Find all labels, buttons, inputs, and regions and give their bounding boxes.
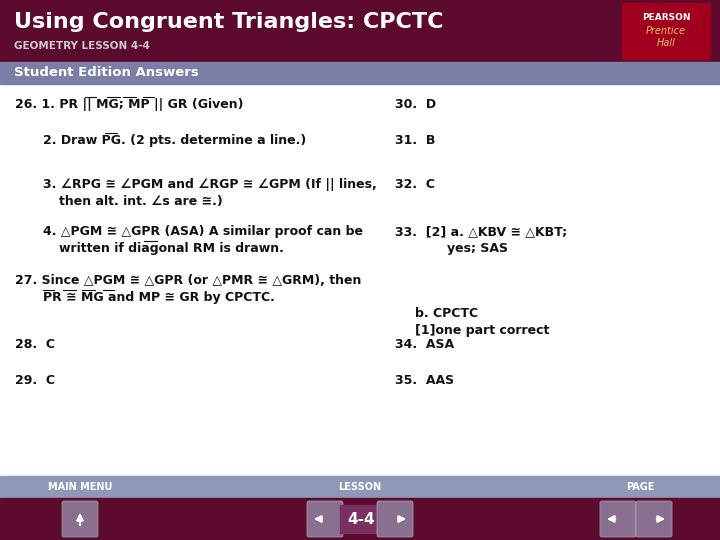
Text: 35.  AAS: 35. AAS — [395, 374, 454, 387]
FancyBboxPatch shape — [600, 501, 636, 537]
Text: PAGE: PAGE — [626, 482, 654, 492]
Bar — [0, 476, 720, 498]
Bar — [0, 84, 720, 476]
Bar — [0, 62, 720, 84]
Text: MAIN MENU: MAIN MENU — [48, 482, 112, 492]
Bar — [0, 0, 720, 62]
Text: Student Edition Answers: Student Edition Answers — [14, 66, 199, 79]
Text: 31.  B: 31. B — [395, 134, 436, 147]
FancyBboxPatch shape — [377, 501, 413, 537]
Text: 28.  C: 28. C — [15, 338, 55, 351]
Bar — [622, 3, 710, 59]
Text: 29.  C: 29. C — [15, 374, 55, 387]
Text: yes; SAS: yes; SAS — [447, 242, 508, 255]
Text: 4. △PGM ≅ △GPR (ASA) A similar proof can be: 4. △PGM ≅ △GPR (ASA) A similar proof can… — [43, 225, 363, 238]
Text: 32.  C: 32. C — [395, 178, 435, 191]
Text: then alt. int. ∠s are ≅.): then alt. int. ∠s are ≅.) — [59, 195, 222, 208]
Text: PR ≅ MG and MP ≅ GR by CPCTC.: PR ≅ MG and MP ≅ GR by CPCTC. — [43, 291, 275, 304]
Text: Prentice: Prentice — [646, 26, 686, 36]
Text: PEARSON: PEARSON — [642, 12, 690, 22]
Text: LESSON: LESSON — [338, 482, 382, 492]
FancyBboxPatch shape — [62, 501, 98, 537]
FancyBboxPatch shape — [636, 501, 672, 537]
Text: Hall: Hall — [657, 38, 675, 48]
Text: 26. 1. PR || MG; MP || GR (Given): 26. 1. PR || MG; MP || GR (Given) — [15, 98, 243, 111]
Text: 34.  ASA: 34. ASA — [395, 338, 454, 351]
Text: GEOMETRY LESSON 4-4: GEOMETRY LESSON 4-4 — [14, 41, 150, 51]
Text: 4-4: 4-4 — [347, 511, 375, 526]
Text: 3. ∠RPG ≅ ∠PGM and ∠RGP ≅ ∠GPM (If || lines,: 3. ∠RPG ≅ ∠PGM and ∠RGP ≅ ∠GPM (If || li… — [43, 178, 377, 191]
Bar — [0, 498, 720, 540]
FancyBboxPatch shape — [307, 501, 343, 537]
Text: Using Congruent Triangles: CPCTC: Using Congruent Triangles: CPCTC — [14, 12, 444, 32]
Text: 30.  D: 30. D — [395, 98, 436, 111]
Bar — [340, 505, 382, 533]
Text: b. CPCTC: b. CPCTC — [415, 307, 478, 320]
Text: 2. Draw PG. (2 pts. determine a line.): 2. Draw PG. (2 pts. determine a line.) — [43, 134, 306, 147]
Text: [1]one part correct: [1]one part correct — [415, 324, 549, 337]
Text: written if diagonal RM is drawn.: written if diagonal RM is drawn. — [59, 242, 284, 255]
Text: 27. Since △PGM ≅ △GPR (or △PMR ≅ △GRM), then: 27. Since △PGM ≅ △GPR (or △PMR ≅ △GRM), … — [15, 274, 361, 287]
Text: 33.  [2] a. △KBV ≅ △KBT;: 33. [2] a. △KBV ≅ △KBT; — [395, 225, 567, 238]
